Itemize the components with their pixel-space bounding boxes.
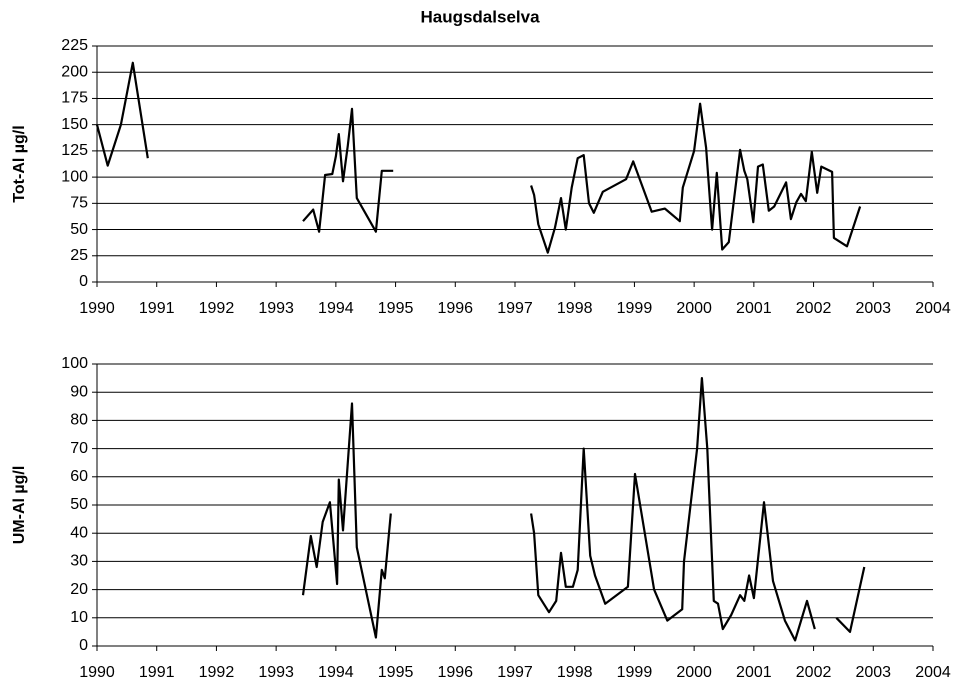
y-tick-label: 225 [61, 37, 88, 54]
x-tick-label: 1990 [79, 664, 115, 681]
y-tick-label: 20 [70, 581, 88, 598]
x-tick-label: 1994 [318, 300, 354, 317]
x-tick-label: 2000 [676, 664, 712, 681]
y-tick-label: 0 [79, 637, 88, 654]
x-tick-label: 1997 [497, 300, 533, 317]
x-tick-label: 1991 [139, 664, 175, 681]
x-tick-label: 1990 [79, 300, 115, 317]
y-tick-label: 150 [61, 116, 88, 133]
x-tick-label: 1996 [437, 664, 473, 681]
y-tick-label: 0 [79, 273, 88, 290]
y-tick-label: 80 [70, 412, 88, 429]
x-tick-label: 1999 [617, 300, 653, 317]
data-line [301, 377, 866, 642]
y-tick-label: 40 [70, 524, 88, 541]
x-tick-label: 2001 [736, 300, 772, 317]
y-tick-label: 100 [61, 355, 88, 372]
data-line [95, 61, 862, 254]
y-tick-label: 25 [70, 247, 88, 264]
x-tick-label: 1998 [557, 300, 593, 317]
x-tick-label: 2003 [855, 664, 891, 681]
y-tick-label: 60 [70, 468, 88, 485]
x-tick-label: 2003 [855, 300, 891, 317]
x-tick-label: 2000 [676, 300, 712, 317]
y-tick-label: 70 [70, 440, 88, 457]
y-axis-label: UM-Al µg/l [11, 466, 28, 545]
x-tick-label: 1991 [139, 300, 175, 317]
y-axis-label: Tot-Al µg/l [11, 125, 28, 202]
x-tick-label: 2004 [915, 300, 951, 317]
y-tick-label: 75 [70, 195, 88, 212]
x-tick-label: 2002 [796, 300, 832, 317]
x-tick-label: 1997 [497, 664, 533, 681]
x-tick-label: 1993 [258, 664, 294, 681]
y-tick-label: 200 [61, 63, 88, 80]
x-tick-label: 2002 [796, 664, 832, 681]
y-tick-label: 50 [70, 221, 88, 238]
x-tick-label: 1998 [557, 664, 593, 681]
y-tick-label: 100 [61, 168, 88, 185]
x-tick-label: 1993 [258, 300, 294, 317]
chart-title: Haugsdalselva [420, 7, 540, 26]
x-tick-label: 1994 [318, 664, 354, 681]
x-tick-label: 1999 [617, 664, 653, 681]
x-tick-label: 1995 [378, 300, 414, 317]
y-tick-label: 125 [61, 142, 88, 159]
y-tick-label: 30 [70, 553, 88, 570]
x-tick-label: 1992 [199, 664, 235, 681]
y-tick-label: 10 [70, 609, 88, 626]
x-tick-label: 2001 [736, 664, 772, 681]
y-tick-label: 175 [61, 90, 88, 107]
x-tick-label: 2004 [915, 664, 951, 681]
x-tick-label: 1996 [437, 300, 473, 317]
x-tick-label: 1995 [378, 664, 414, 681]
x-tick-label: 1992 [199, 300, 235, 317]
y-tick-label: 90 [70, 383, 88, 400]
y-tick-label: 50 [70, 496, 88, 513]
